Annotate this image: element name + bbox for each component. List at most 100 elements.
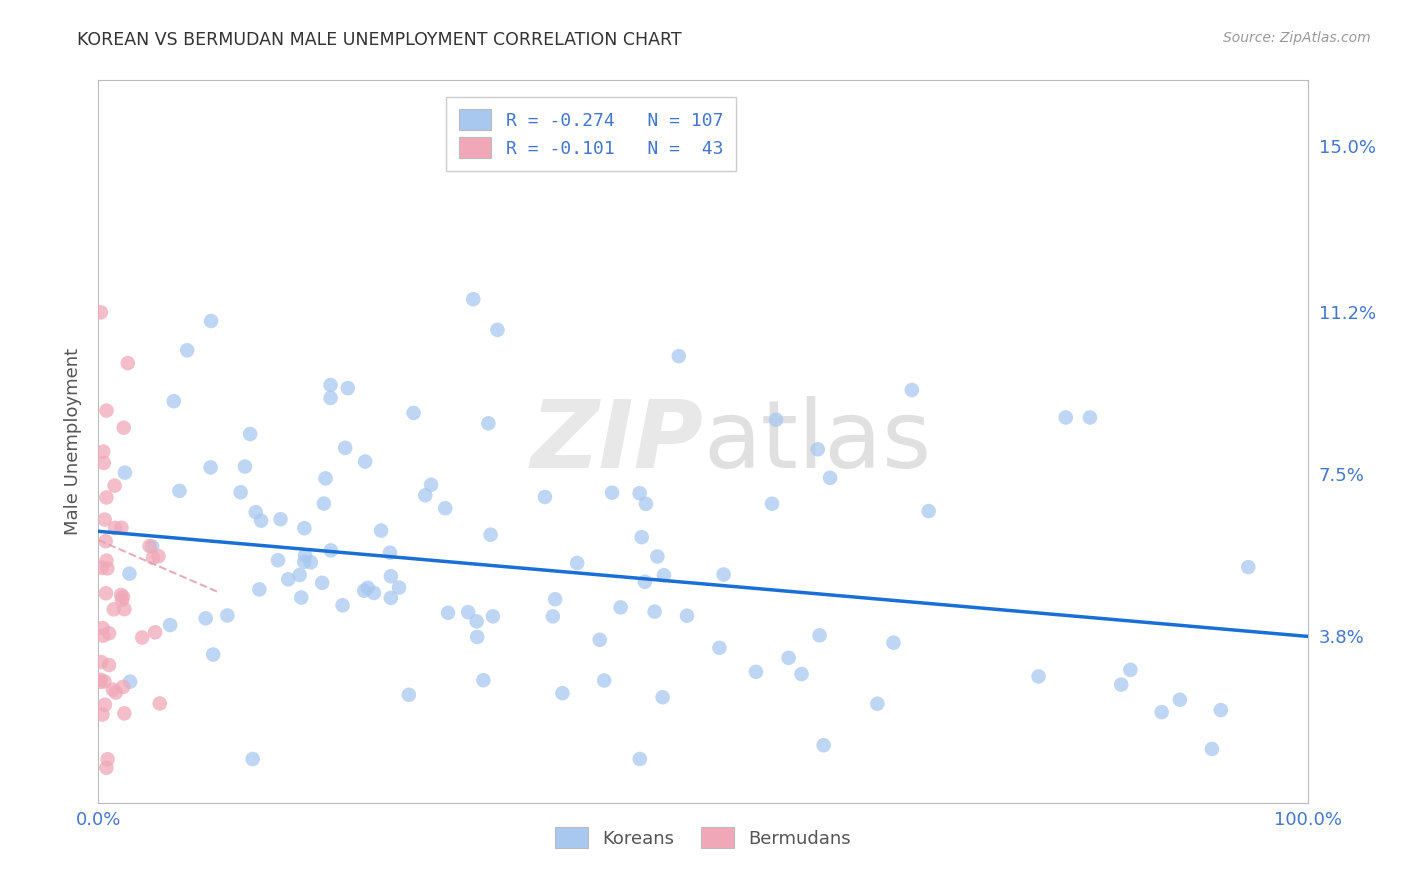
Koreans (765, 412, 787, 426)
Bermudans (110, 521, 132, 535)
Koreans (882, 635, 904, 649)
Koreans (668, 349, 690, 363)
Text: atlas: atlas (703, 395, 931, 488)
Koreans (176, 343, 198, 358)
Koreans (647, 549, 669, 564)
Koreans (1209, 703, 1232, 717)
Koreans (465, 615, 488, 629)
Bermudans (112, 706, 135, 721)
Bermudans (90, 655, 112, 669)
Bermudans (101, 682, 124, 697)
Koreans (336, 381, 359, 395)
Bermudans (89, 674, 111, 689)
Bermudans (91, 621, 114, 635)
Koreans (332, 599, 354, 613)
Koreans (120, 674, 142, 689)
Koreans (420, 477, 443, 491)
Bermudans (94, 534, 117, 549)
Koreans (761, 497, 783, 511)
Koreans (354, 454, 377, 468)
Bermudans (138, 539, 160, 553)
Bermudans (91, 707, 114, 722)
Koreans (250, 514, 273, 528)
Koreans (388, 581, 411, 595)
Koreans (413, 488, 436, 502)
Koreans (477, 417, 499, 431)
Koreans (541, 609, 564, 624)
Bermudans (98, 658, 121, 673)
Bermudans (96, 553, 118, 567)
Koreans (402, 406, 425, 420)
Koreans (1119, 663, 1142, 677)
Koreans (790, 667, 813, 681)
Koreans (634, 574, 657, 589)
Koreans (319, 378, 342, 392)
Koreans (370, 524, 392, 538)
Bermudans (110, 588, 132, 602)
Text: ZIP: ZIP (530, 395, 703, 488)
Koreans (818, 471, 841, 485)
Koreans (163, 394, 186, 409)
Koreans (292, 555, 315, 569)
Bermudans (131, 631, 153, 645)
Koreans (118, 566, 141, 581)
Koreans (1237, 560, 1260, 574)
Koreans (745, 665, 768, 679)
Koreans (437, 606, 460, 620)
Koreans (866, 697, 889, 711)
Koreans (159, 618, 181, 632)
Koreans (233, 459, 256, 474)
Text: Source: ZipAtlas.com: Source: ZipAtlas.com (1223, 31, 1371, 45)
Bermudans (112, 420, 135, 434)
Koreans (353, 583, 375, 598)
Koreans (593, 673, 616, 688)
Koreans (357, 581, 380, 595)
Koreans (472, 673, 495, 688)
Koreans (398, 688, 420, 702)
Koreans (202, 648, 225, 662)
Koreans (319, 391, 342, 405)
Koreans (1054, 410, 1077, 425)
Bermudans (96, 491, 118, 505)
Koreans (709, 640, 731, 655)
Koreans (628, 752, 651, 766)
Koreans (651, 690, 673, 705)
Bermudans (96, 403, 118, 417)
Koreans (778, 651, 800, 665)
Koreans (463, 292, 485, 306)
Koreans (807, 442, 830, 457)
Koreans (630, 530, 652, 544)
Koreans (294, 549, 316, 563)
Koreans (311, 575, 333, 590)
Koreans (1109, 678, 1132, 692)
Bermudans (104, 521, 127, 535)
Koreans (713, 567, 735, 582)
Koreans (1150, 705, 1173, 719)
Bermudans (148, 549, 170, 564)
Koreans (229, 485, 252, 500)
Koreans (319, 543, 342, 558)
Bermudans (104, 685, 127, 699)
Bermudans (93, 456, 115, 470)
Koreans (200, 460, 222, 475)
Koreans (247, 582, 270, 597)
Koreans (242, 752, 264, 766)
Koreans (239, 427, 262, 442)
Koreans (245, 505, 267, 519)
Koreans (544, 592, 567, 607)
Bermudans (91, 629, 114, 643)
Koreans (1078, 410, 1101, 425)
Koreans (434, 501, 457, 516)
Koreans (676, 608, 699, 623)
Koreans (534, 490, 557, 504)
Koreans (312, 497, 335, 511)
Bermudans (112, 680, 135, 694)
Bermudans (112, 590, 135, 604)
Koreans (600, 485, 623, 500)
Koreans (1168, 692, 1191, 706)
Bermudans (96, 761, 118, 775)
Koreans (292, 521, 315, 535)
Koreans (457, 605, 479, 619)
Koreans (644, 605, 666, 619)
Koreans (380, 569, 402, 583)
